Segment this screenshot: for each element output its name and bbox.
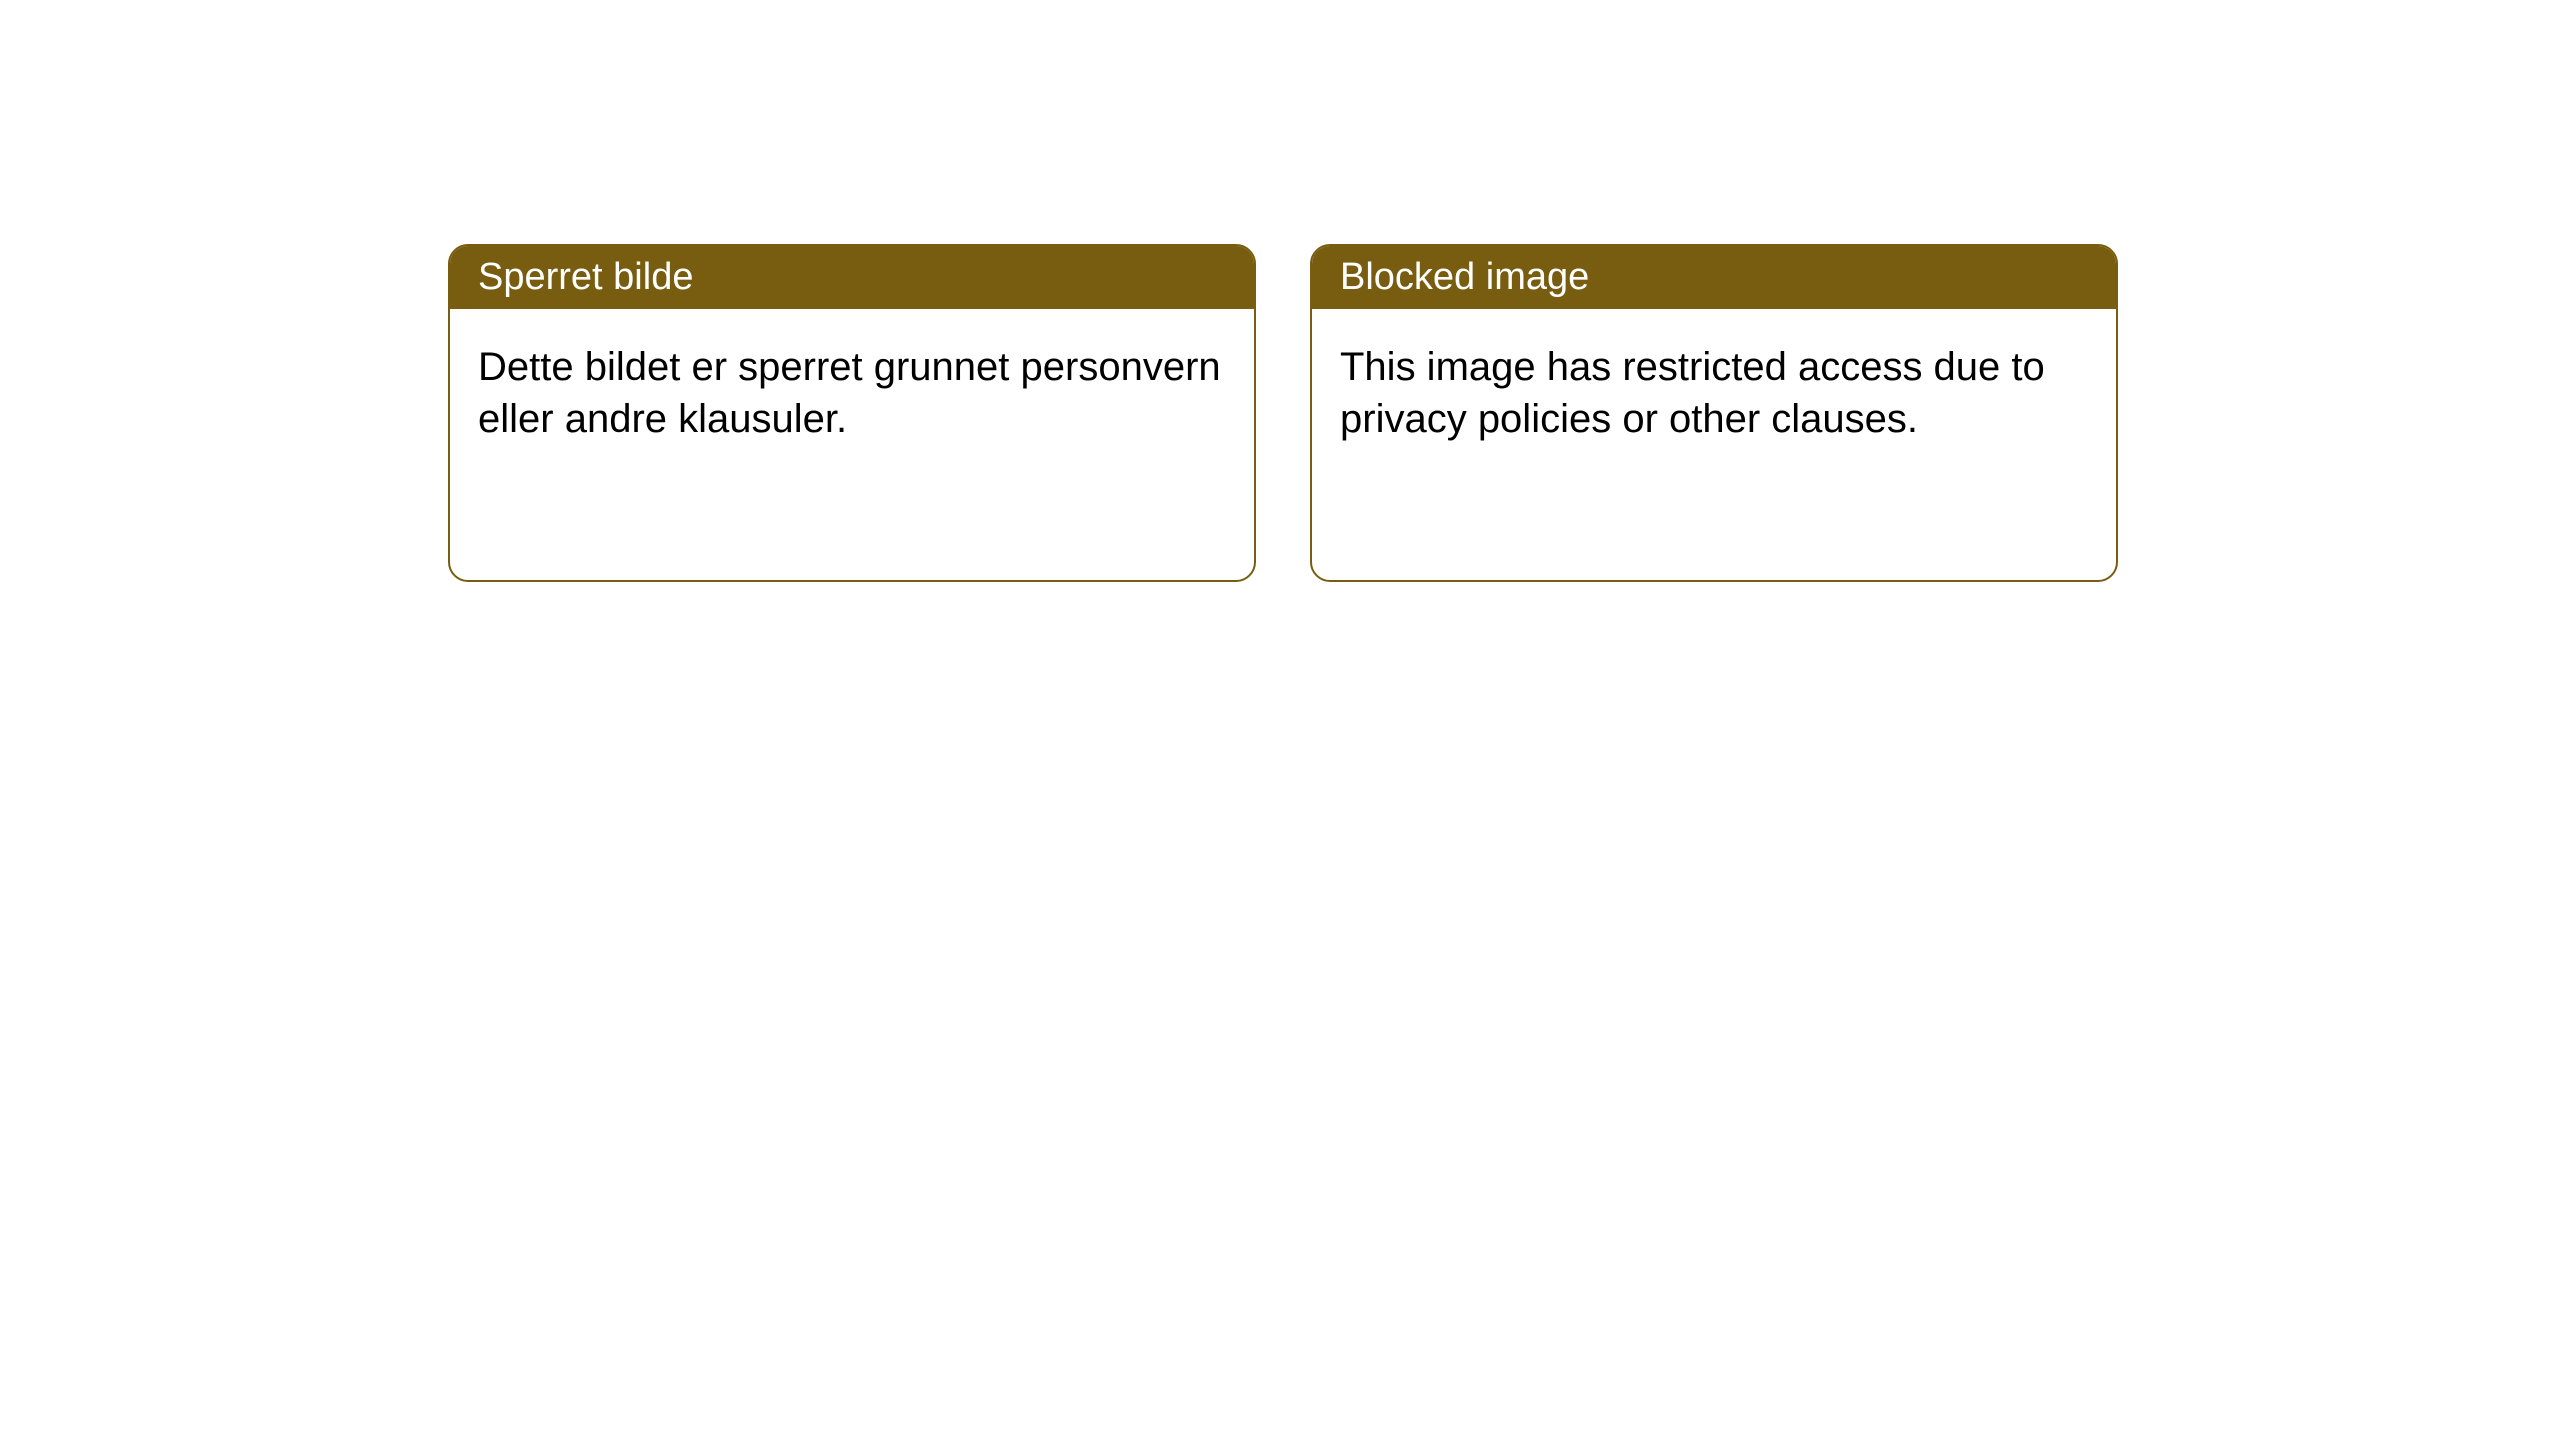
notice-body-text: Dette bildet er sperret grunnet personve… bbox=[478, 345, 1221, 441]
notice-body-text: This image has restricted access due to … bbox=[1340, 345, 2045, 441]
notice-header: Sperret bilde bbox=[450, 246, 1254, 309]
notice-container: Sperret bilde Dette bildet er sperret gr… bbox=[0, 0, 2560, 582]
notice-card-norwegian: Sperret bilde Dette bildet er sperret gr… bbox=[448, 244, 1256, 582]
notice-header: Blocked image bbox=[1312, 246, 2116, 309]
notice-title: Blocked image bbox=[1340, 256, 1589, 298]
notice-card-english: Blocked image This image has restricted … bbox=[1310, 244, 2118, 582]
notice-body: This image has restricted access due to … bbox=[1312, 309, 2116, 477]
notice-title: Sperret bilde bbox=[478, 256, 693, 298]
notice-body: Dette bildet er sperret grunnet personve… bbox=[450, 309, 1254, 477]
